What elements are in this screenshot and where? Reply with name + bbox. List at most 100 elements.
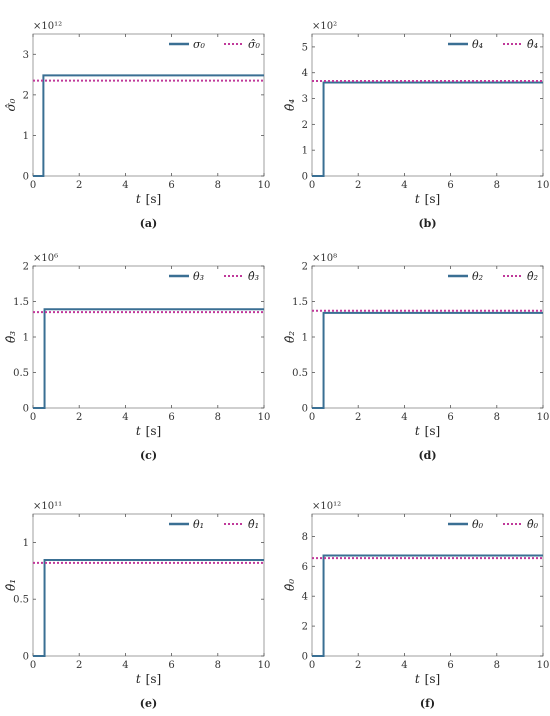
x-axis-unit: [s] (425, 672, 441, 686)
x-tick-label: 6 (168, 180, 174, 191)
legend-label-estimate: θ̂₃ (248, 270, 259, 283)
y-tick-label: 1.5 (292, 297, 308, 308)
y-axis-label: θ̂₃ (4, 331, 18, 343)
x-tick-label: 10 (537, 412, 550, 423)
x-axis-variable: t (136, 672, 141, 686)
plot-frame (311, 265, 544, 409)
panel-caption: (c) (140, 449, 157, 462)
y-tick-label: 1 (23, 131, 29, 142)
series-line-actual (312, 311, 543, 409)
plot-frame (32, 513, 265, 657)
chart-panel-d: ×10⁸ 0 0.5 1 1.5 2 0 2 4 6 8 10 t [s] θ̂₂ θ₂ θ̂₂ (d) (283, 253, 549, 462)
panel-caption: (d) (418, 449, 436, 462)
x-tick-label: 10 (537, 660, 550, 671)
y-axis-label: θ̂₂ (283, 331, 297, 343)
legend-label-actual: θ₁ (193, 518, 204, 531)
x-tick-label: 8 (215, 412, 221, 423)
y-tick-label: 0.5 (13, 368, 29, 379)
x-tick-label: 8 (494, 180, 500, 191)
x-tick-label: 6 (168, 660, 174, 671)
x-axis-unit: [s] (146, 672, 162, 686)
chart-panel-f: ×10¹² 0 2 4 6 8 0 2 4 6 8 10 t [s] θ̂₀ θ₀ θ̂₀ (f) (283, 501, 549, 710)
y-axis-label: σ̂₀ (4, 98, 18, 111)
y-tick-label: 0 (23, 172, 29, 183)
x-tick-label: 4 (122, 412, 128, 423)
plot-frame (311, 513, 544, 657)
series-line-actual (312, 81, 543, 177)
x-tick-label: 6 (447, 180, 453, 191)
series-line-actual (33, 559, 264, 657)
x-tick-label: 4 (401, 412, 407, 423)
y-tick-label: 1 (302, 146, 308, 157)
x-axis-variable: t (415, 672, 420, 686)
chart-panel-a: ×10¹² 0 1 2 3 0 2 4 6 8 10 t [s] σ̂₀ σ₀ σ̂₀ (a) (4, 21, 270, 230)
y-tick-label: 1.5 (13, 297, 29, 308)
x-tick-label: 8 (494, 660, 500, 671)
chart-panel-c: ×10⁶ 0 0.5 1 1.5 2 0 2 4 6 8 10 t [s] θ̂₃ θ₃ θ̂₃ (c) (4, 253, 270, 462)
x-tick-label: 0 (309, 660, 315, 671)
series-line-actual (312, 554, 543, 657)
y-tick-label: 0.5 (292, 368, 308, 379)
x-axis-unit: [s] (425, 424, 441, 438)
y-tick-label: 2 (23, 262, 29, 273)
y-exponent-label: ×10¹² (33, 21, 62, 32)
x-axis-label: t [s] (415, 424, 440, 438)
legend-label-actual: θ₃ (193, 270, 204, 283)
panel-caption: (b) (418, 217, 436, 230)
x-tick-label: 0 (309, 412, 315, 423)
y-axis-label: θ̂₄ (283, 99, 297, 111)
y-tick-label: 2 (302, 262, 308, 273)
x-tick-label: 4 (122, 180, 128, 191)
x-axis-label: t [s] (415, 672, 440, 686)
legend-label-actual: θ₄ (472, 38, 483, 51)
y-axis-label: θ̂₁ (4, 579, 18, 591)
chart-panel-b: ×10² 0 1 2 3 4 5 0 2 4 6 8 10 t [s] θ̂₄ θ₄ θ̂₄ (b) (283, 21, 549, 230)
x-tick-label: 8 (215, 660, 221, 671)
x-axis-variable: t (415, 192, 420, 206)
y-exponent-label: ×10⁶ (33, 253, 58, 264)
x-axis-variable: t (136, 192, 141, 206)
x-tick-label: 2 (355, 180, 361, 191)
y-tick-label: 0 (302, 652, 308, 663)
y-exponent-label: ×10⁸ (312, 253, 337, 264)
y-exponent-label: ×10² (312, 21, 337, 32)
x-tick-label: 2 (76, 180, 82, 191)
legend-label-actual: θ₂ (472, 270, 483, 283)
panel-caption: (e) (140, 697, 157, 710)
y-tick-label: 0 (302, 404, 308, 415)
panel-caption: (f) (420, 697, 435, 710)
y-tick-label: 2 (302, 622, 308, 633)
y-tick-label: 5 (302, 42, 308, 53)
series-line-actual (33, 308, 264, 409)
y-tick-label: 1 (23, 538, 29, 549)
y-tick-label: 1 (302, 333, 308, 344)
plot-frame (311, 33, 544, 177)
x-tick-label: 0 (30, 180, 36, 191)
y-tick-label: 4 (302, 68, 308, 79)
x-tick-label: 2 (76, 412, 82, 423)
x-tick-label: 2 (76, 660, 82, 671)
legend-label-estimate: θ̂₂ (527, 270, 538, 283)
y-exponent-label: ×10¹¹ (33, 501, 62, 512)
panel-caption: (a) (140, 217, 158, 230)
legend-label-estimate: θ̂₄ (527, 38, 538, 51)
x-tick-label: 0 (30, 412, 36, 423)
legend-label-estimate: θ̂₀ (527, 518, 539, 531)
y-tick-label: 8 (302, 532, 308, 543)
legend-label-actual: θ₀ (472, 518, 484, 531)
x-tick-label: 4 (401, 180, 407, 191)
x-tick-label: 8 (494, 412, 500, 423)
y-axis-label: θ̂₀ (283, 579, 297, 591)
y-tick-label: 2 (23, 90, 29, 101)
x-tick-label: 6 (168, 412, 174, 423)
y-tick-label: 3 (302, 94, 308, 105)
x-tick-label: 8 (215, 180, 221, 191)
x-axis-label: t [s] (415, 192, 440, 206)
x-tick-label: 6 (447, 660, 453, 671)
x-tick-label: 6 (447, 412, 453, 423)
y-tick-label: 3 (23, 50, 29, 61)
legend-label-estimate: θ̂₁ (248, 518, 259, 531)
x-tick-label: 2 (355, 660, 361, 671)
y-tick-label: 2 (302, 120, 308, 131)
y-tick-label: 0 (23, 652, 29, 663)
